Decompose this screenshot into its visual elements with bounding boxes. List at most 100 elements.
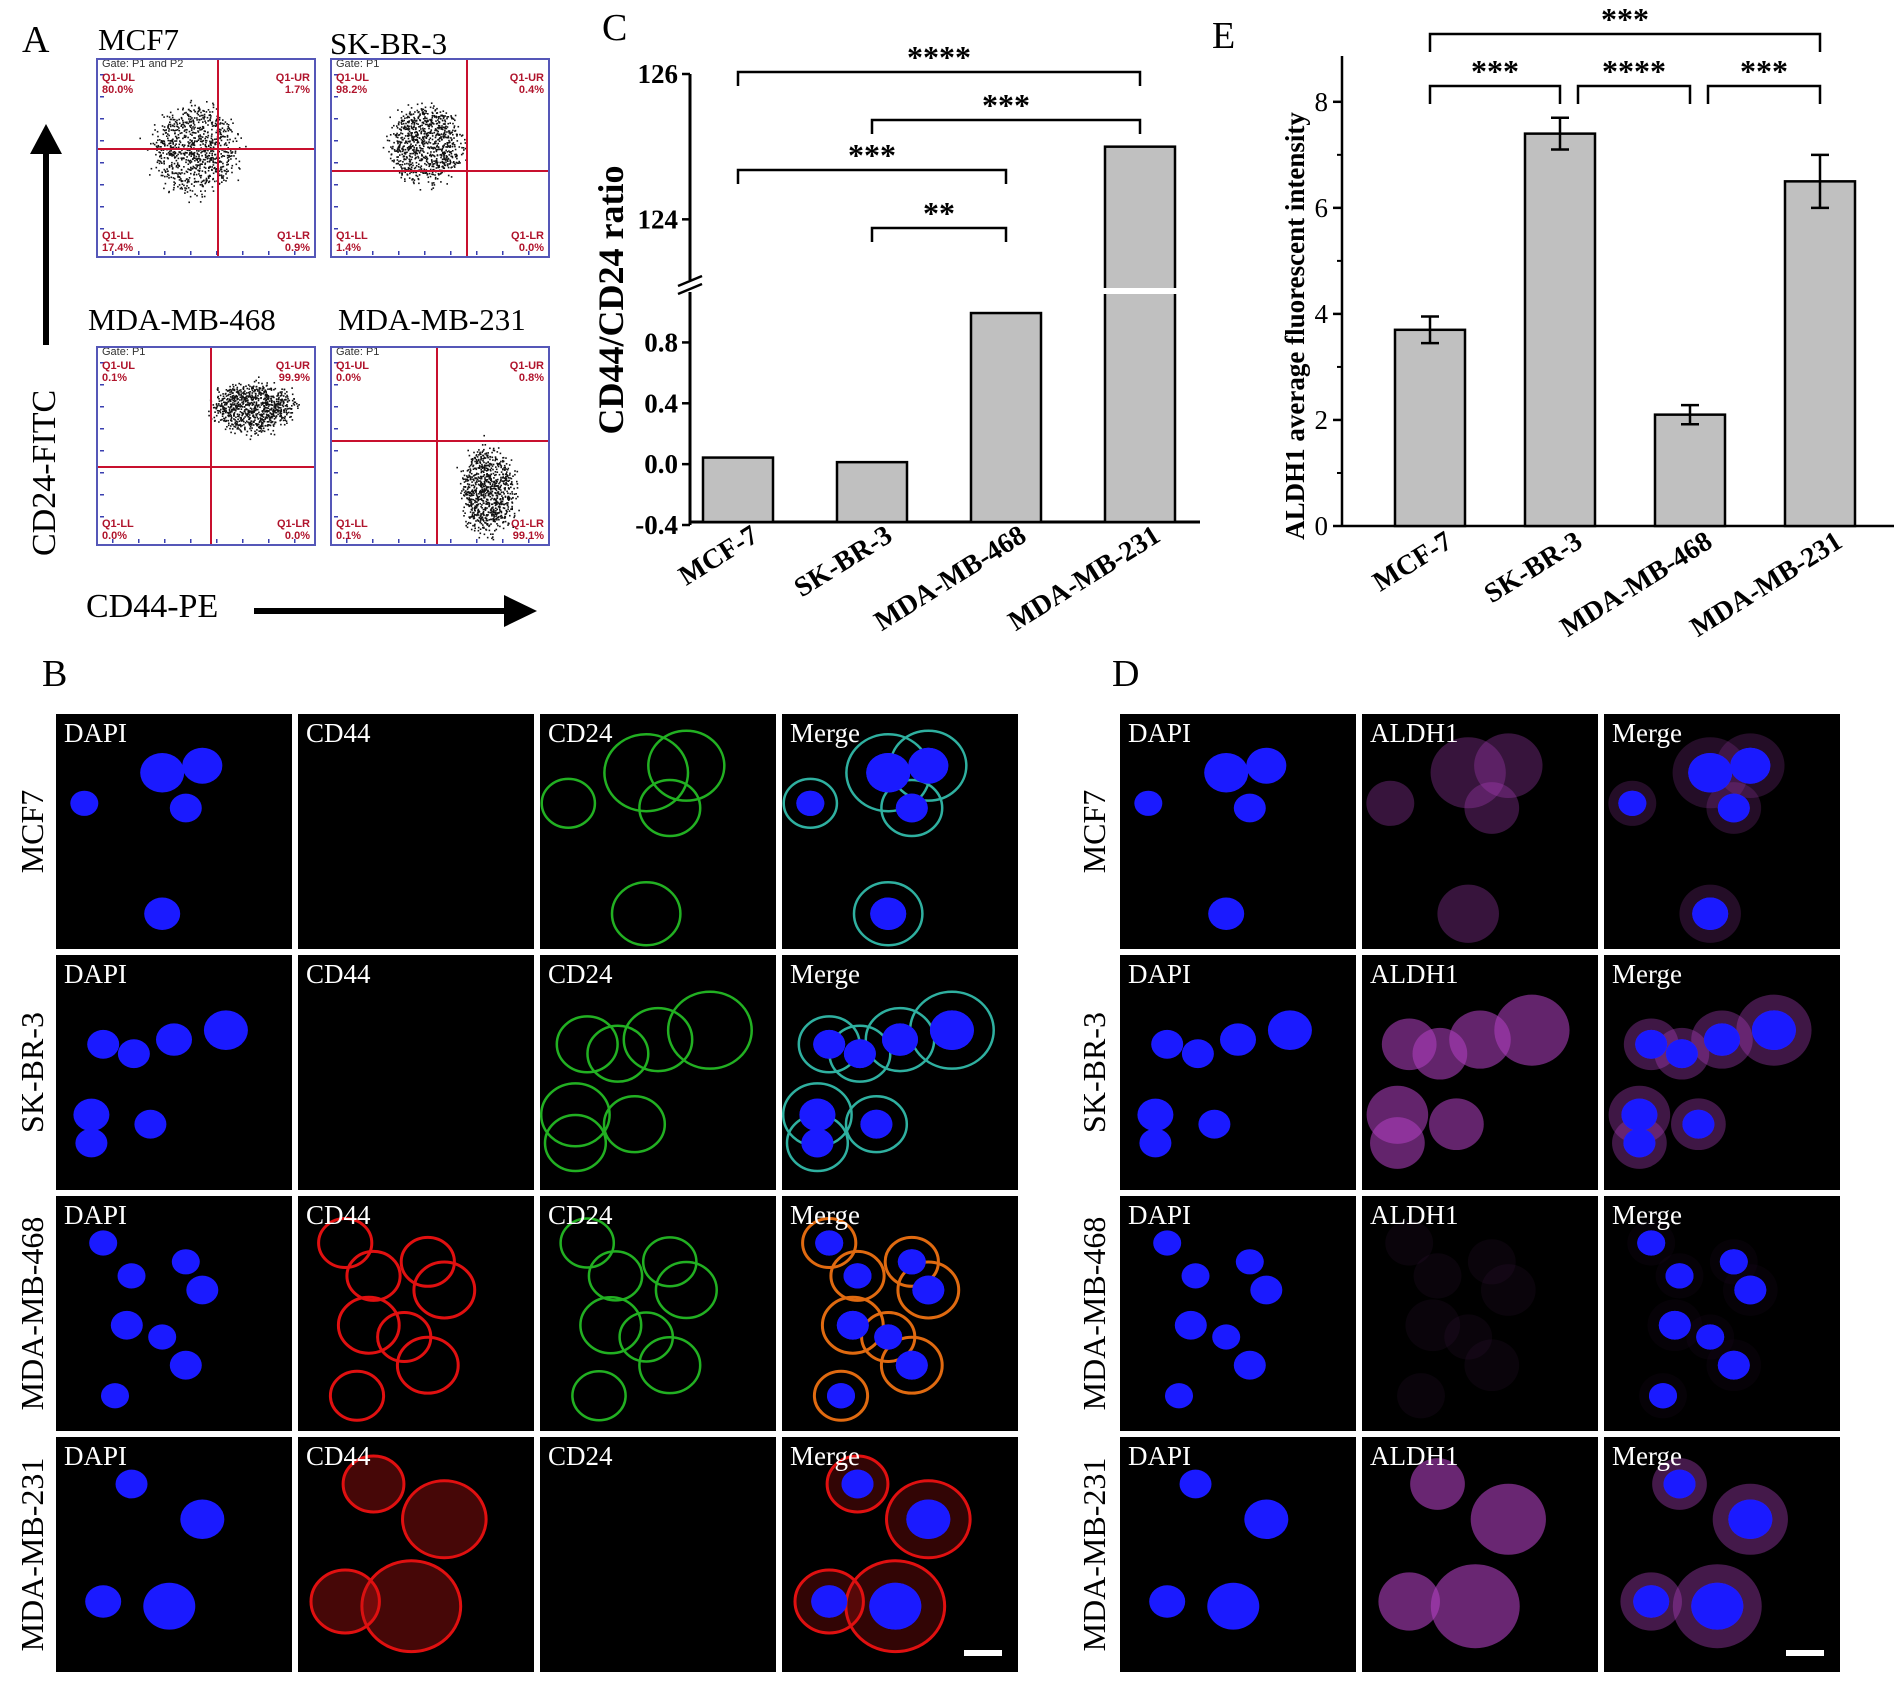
- flow-dot: [475, 493, 478, 495]
- flow-dot: [226, 177, 228, 179]
- flow-dot: [479, 521, 481, 524]
- flow-dot: [450, 139, 453, 142]
- flow-dot: [486, 514, 488, 517]
- flow-dot: [441, 147, 444, 150]
- flow-dot: [438, 148, 440, 151]
- flow-dot: [172, 125, 174, 127]
- flow-tick: [398, 539, 400, 543]
- flow-dot: [390, 153, 393, 155]
- flow-tick: [346, 251, 348, 255]
- flow-dot: [396, 148, 399, 150]
- flow-dot: [215, 407, 217, 410]
- flow-dot: [474, 523, 476, 526]
- flow-dot: [502, 498, 504, 501]
- flow-dot: [216, 409, 219, 412]
- flow-dot: [218, 142, 220, 144]
- flow-dot: [431, 184, 434, 186]
- flow-dot: [229, 150, 232, 152]
- flow-dot: [495, 457, 497, 460]
- flow-dot: [480, 453, 482, 456]
- flow-dot: [426, 134, 429, 137]
- flow-dot: [507, 496, 509, 499]
- flow-tick: [372, 539, 374, 543]
- flow-dot: [176, 162, 179, 164]
- flow-dot: [513, 516, 515, 519]
- flow-dot: [442, 145, 445, 147]
- flow-dot: [465, 490, 467, 492]
- flow-dot: [234, 408, 236, 410]
- flow-dot: [272, 413, 275, 416]
- flow-dot: [252, 411, 254, 414]
- quadrant-name: Q1-LR: [511, 518, 544, 530]
- flow-dot: [424, 123, 427, 126]
- flow-dot: [156, 161, 159, 164]
- quadrant-value: 0.0%: [518, 242, 544, 254]
- nucleus: [1658, 1310, 1691, 1340]
- flow-dot: [173, 118, 176, 121]
- flow-dot: [258, 430, 260, 432]
- flow-dot: [240, 420, 243, 422]
- flow-dot: [437, 166, 439, 169]
- flow-dot: [245, 145, 247, 148]
- flow-dot: [462, 470, 464, 472]
- flow-dot: [280, 412, 283, 415]
- flow-dot: [232, 399, 234, 402]
- flow-dot: [165, 131, 167, 134]
- flow-dot: [485, 519, 488, 522]
- flow-dot: [491, 513, 493, 516]
- flow-dot: [225, 401, 228, 404]
- flow-dot: [424, 172, 427, 174]
- flow-dot: [465, 494, 468, 496]
- membrane: [555, 1015, 619, 1074]
- flow-dot: [417, 123, 419, 125]
- cell-group: [1153, 1230, 1283, 1409]
- flow-dot: [504, 477, 507, 479]
- flow-dot: [179, 187, 182, 190]
- flow-dot: [283, 411, 285, 414]
- cytoplasm: [1464, 782, 1520, 834]
- flow-dot: [213, 124, 215, 127]
- flow-tick: [100, 450, 104, 452]
- flow-dot: [229, 427, 231, 430]
- flow-dot: [177, 134, 180, 136]
- flow-dot: [173, 177, 176, 180]
- flow-dot: [500, 484, 502, 487]
- membrane: [412, 1260, 477, 1320]
- flow-dot: [247, 409, 250, 412]
- flow-dot: [222, 165, 225, 168]
- flow-dot: [250, 420, 252, 422]
- gate-line-horizontal: [332, 169, 548, 172]
- flow-dot: [184, 125, 186, 128]
- flow-dot: [419, 189, 422, 191]
- flow-dot: [160, 160, 162, 163]
- flow-dot: [481, 475, 483, 478]
- flow-dot: [179, 141, 182, 144]
- flow-dot: [500, 503, 503, 506]
- flow-dot: [180, 125, 182, 127]
- flow-dot: [196, 166, 198, 168]
- flow-dot: [420, 138, 423, 141]
- row-label: MCF7: [1076, 789, 1112, 874]
- flow-dot: [404, 142, 406, 144]
- flow-dot: [230, 417, 233, 420]
- flow-dot: [412, 113, 415, 115]
- nucleus: [1692, 897, 1729, 930]
- flow-dot: [228, 398, 231, 400]
- flow-dot: [424, 117, 426, 120]
- flow-dot: [485, 479, 487, 482]
- flow-dot: [169, 144, 172, 147]
- nucleus: [1139, 1128, 1172, 1158]
- flow-dot: [163, 126, 166, 128]
- flow-dot: [477, 529, 480, 532]
- flow-dot: [504, 479, 507, 482]
- significance-label: **: [923, 195, 955, 231]
- flow-dot: [278, 401, 280, 403]
- flow-dot: [178, 143, 181, 146]
- flow-dot: [477, 496, 479, 499]
- flow-dot: [436, 146, 438, 148]
- flow-dot: [274, 405, 277, 408]
- channel-label: DAPI: [1128, 959, 1192, 989]
- flow-dot: [221, 127, 224, 129]
- flow-dot: [425, 112, 427, 114]
